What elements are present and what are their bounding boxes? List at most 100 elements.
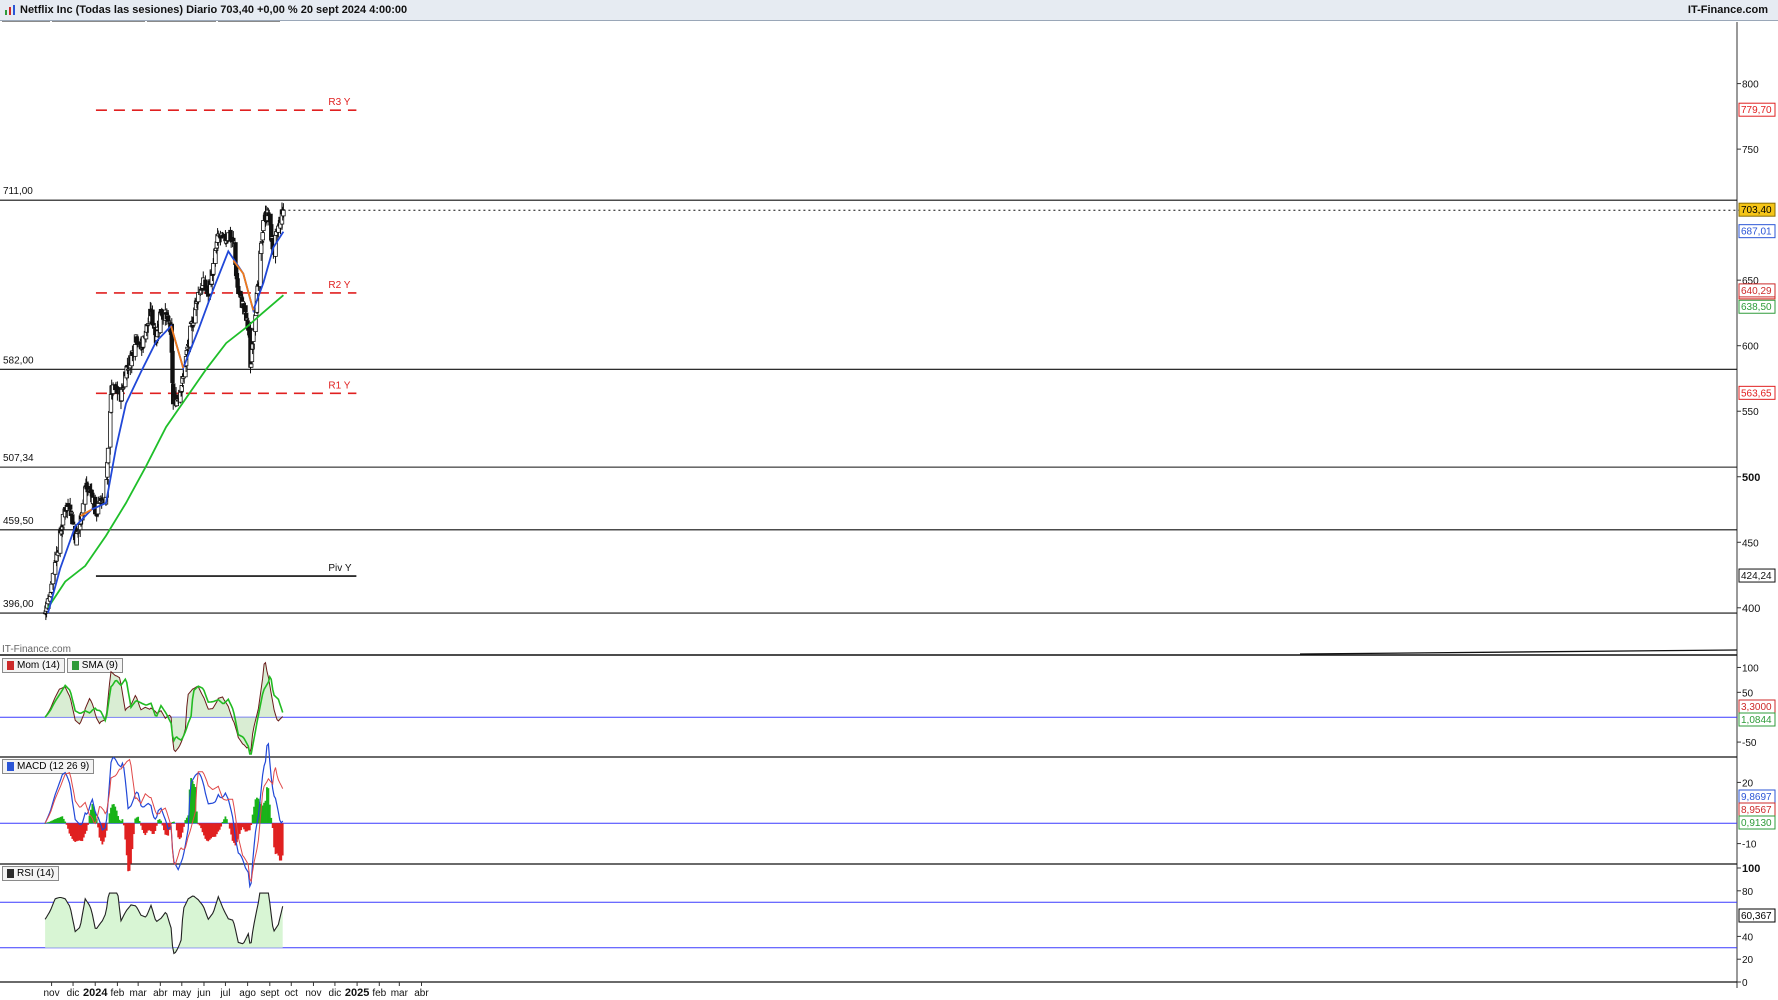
macd-histogram-bar: [131, 823, 134, 850]
candle-body: [175, 398, 180, 401]
candle-body: [155, 326, 160, 338]
pivot-value-tag: [1738, 285, 1776, 300]
candle-body: [246, 326, 251, 331]
brand-label[interactable]: IT-Finance.com: [1687, 4, 1768, 16]
ema-20-falling-segment: [232, 259, 255, 311]
candle-body: [250, 343, 255, 350]
y-tick-label: 100: [1742, 863, 1760, 875]
candle-body: [264, 220, 270, 222]
pivot-label: R2 Y: [328, 280, 350, 291]
candle-body: [105, 447, 111, 464]
macd-histogram-bar: [77, 823, 79, 841]
candle-body: [47, 595, 53, 602]
candle-body: [90, 492, 95, 503]
macd-histogram-bar: [135, 817, 138, 824]
macd-histogram-bar: [234, 823, 237, 846]
candle-body: [109, 385, 114, 395]
candle-body: [55, 553, 60, 556]
candle-body: [128, 356, 134, 366]
candle-body: [133, 334, 139, 343]
legend-item[interactable]: MMP (200): [146, 21, 216, 36]
candle-body: [179, 385, 184, 392]
macd-histogram-bar: [248, 823, 251, 831]
candle-body: [274, 231, 279, 236]
candle-body: [214, 241, 220, 249]
candle-body: [208, 280, 214, 285]
candle-body: [266, 212, 271, 217]
macd-histogram-bar: [71, 823, 74, 839]
candle-body: [275, 229, 280, 232]
legend-label: MMP (200): [161, 23, 211, 34]
pivot-value-label: 640,29: [1741, 288, 1772, 299]
y-tick-label: 100: [1742, 663, 1759, 674]
macd-histogram-bar: [251, 814, 254, 824]
macd-histogram-bar: [276, 823, 278, 854]
candle-body: [269, 236, 275, 242]
candle-body: [150, 309, 155, 325]
candle-body: [255, 285, 260, 294]
candle-body: [238, 290, 243, 298]
candle-body: [143, 330, 149, 340]
candle-body: [110, 384, 116, 394]
candle-body: [254, 292, 260, 313]
candle-body: [58, 527, 64, 533]
macd-histogram-bar: [235, 823, 238, 843]
candle-body: [234, 273, 240, 280]
candle-body: [148, 308, 153, 323]
macd-histogram-bar: [267, 788, 270, 824]
macd-histogram-bar: [178, 823, 181, 840]
candle-body: [119, 387, 124, 402]
macd-histogram-bar: [246, 823, 248, 832]
legend-item[interactable]: Puntos Pivot (Y): [52, 21, 145, 36]
candle-body: [104, 479, 109, 498]
candle-body: [158, 311, 163, 334]
macd-histogram-bar: [49, 821, 52, 824]
candle-body: [143, 336, 148, 339]
candle-body: [199, 286, 205, 291]
macd-histogram-bar: [173, 821, 175, 824]
candle-body: [80, 503, 86, 514]
candle-body: [108, 394, 114, 413]
macd-histogram-bar: [181, 823, 184, 833]
legend-item[interactable]: SMA (9): [66, 658, 123, 673]
candle-body: [221, 234, 226, 237]
macd-histogram-bar: [85, 823, 88, 831]
macd-histogram-bar: [161, 823, 164, 826]
legend-swatch: [7, 869, 14, 878]
legend-item[interactable]: MACD (12 26 9): [2, 759, 95, 774]
legend-item[interactable]: Precio: [2, 21, 51, 36]
legend-swatch: [7, 762, 14, 771]
candle-body: [138, 342, 144, 350]
candle-body: [254, 309, 259, 317]
indicator-value-label: 1,0844: [1741, 715, 1772, 726]
candle-body: [44, 605, 49, 612]
candle-body: [99, 501, 104, 504]
candle-body: [166, 315, 171, 322]
macd-histogram-bar: [221, 821, 224, 824]
macd-histogram-bar: [69, 823, 72, 836]
candle-body: [186, 344, 191, 346]
candle-body: [114, 386, 119, 390]
candle-body: [184, 349, 190, 355]
macd-histogram-bar: [225, 819, 228, 824]
candle-body: [248, 327, 253, 368]
macd-histogram-bar: [281, 823, 284, 856]
legend-label: SMA (9): [81, 660, 118, 671]
legend-item[interactable]: EMA (20): [217, 21, 280, 36]
candle-body: [240, 301, 245, 308]
candle-body: [193, 307, 198, 324]
legend-item[interactable]: Mom (14): [2, 658, 65, 673]
candle-body: [75, 530, 80, 534]
candle-body: [183, 366, 188, 378]
indicator-value-label: 9,8697: [1741, 792, 1772, 803]
candle-body: [158, 309, 164, 314]
candle-body: [60, 526, 65, 530]
candle-body: [100, 499, 105, 503]
macd-histogram-bar: [197, 823, 200, 825]
macd-histogram-bar: [121, 819, 124, 824]
macd-histogram-bar: [137, 816, 140, 824]
legend-item[interactable]: RSI (14): [2, 866, 60, 881]
candle-body: [236, 286, 241, 294]
macd-histogram-bar: [80, 823, 82, 841]
